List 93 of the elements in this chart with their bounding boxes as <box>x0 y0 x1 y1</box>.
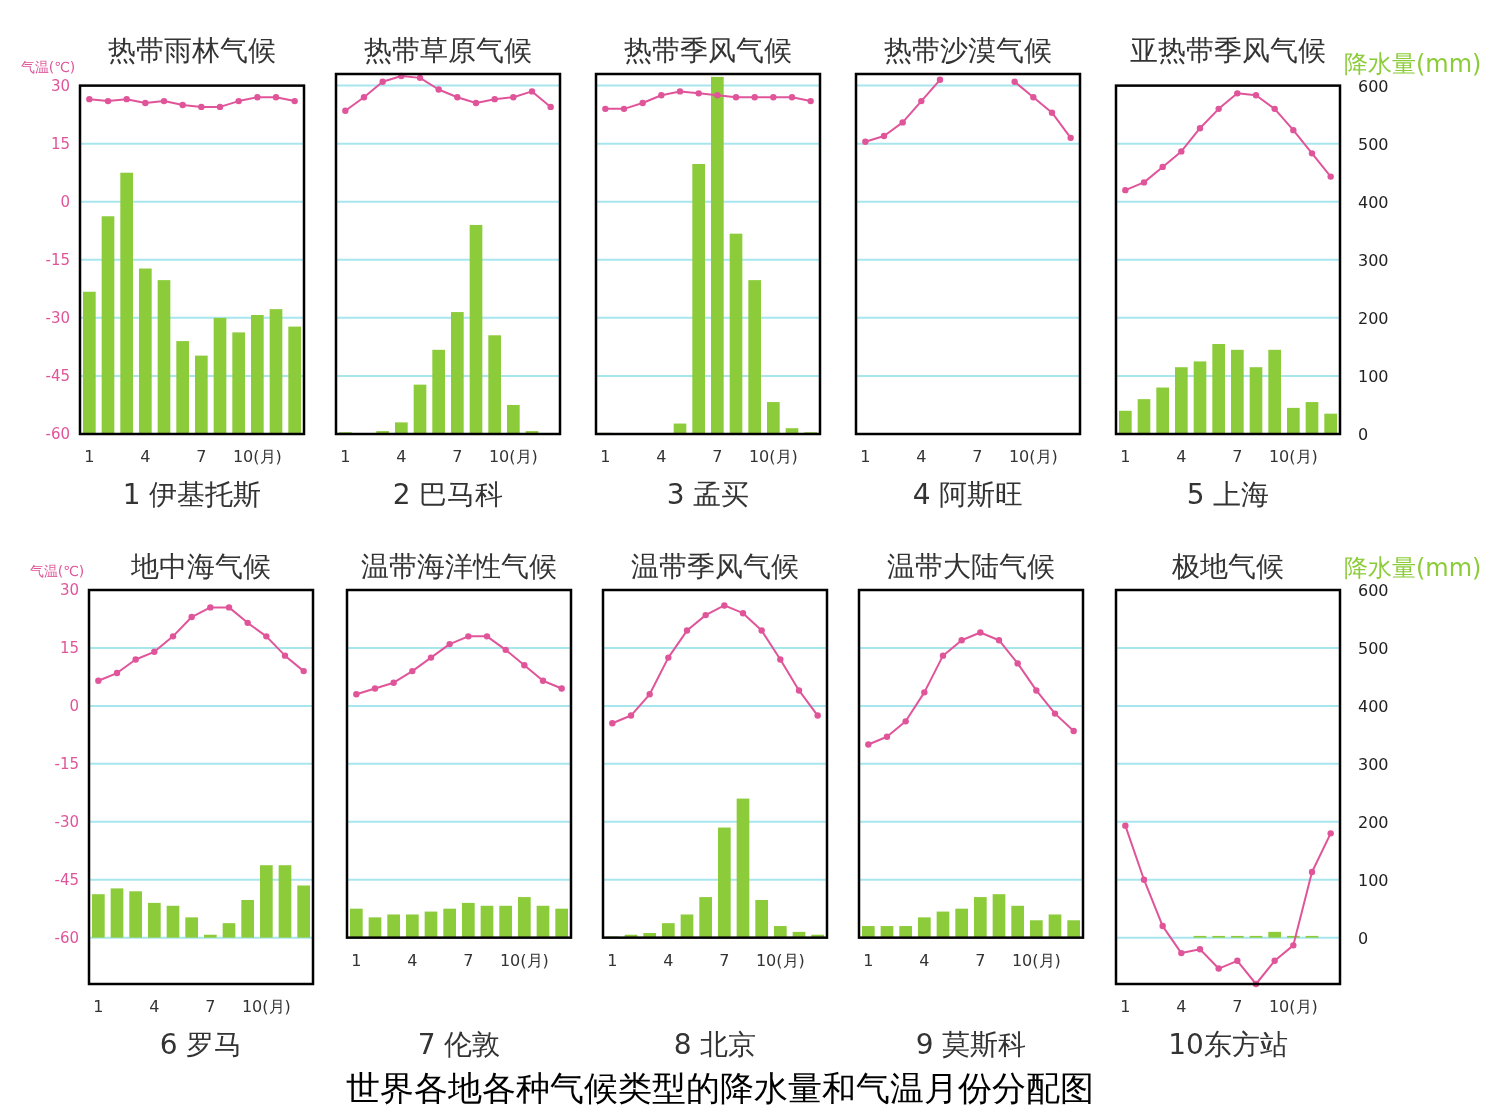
y2-axis-title: 降水量(mm) <box>1344 49 1482 78</box>
x-tick-label: 1 <box>84 447 95 466</box>
chart-title: 温带季风气候 <box>631 550 799 583</box>
x-tick-label: 7 <box>975 950 986 970</box>
y2-tick-label: 100 <box>1358 366 1389 386</box>
chart-title: 热带草原气候 <box>364 34 532 67</box>
x-tick-label: 7 <box>463 950 474 970</box>
y2-tick-label: 200 <box>1358 812 1389 832</box>
y2-tick-label: 500 <box>1358 134 1389 154</box>
x-tick-label: 7 <box>1232 997 1243 1016</box>
x-tick-label: 10(月) <box>488 447 538 466</box>
x-tick-label: 10(月) <box>1008 447 1058 466</box>
x-tick-label: 4 <box>916 447 927 466</box>
y-tick-label: -45 <box>45 366 70 385</box>
chart-title: 温带大陆气候 <box>887 550 1055 583</box>
y2-axis-title: 降水量(mm) <box>1344 554 1482 582</box>
y2-tick-label: 100 <box>1358 870 1389 890</box>
x-tick-label: 10(月) <box>232 447 282 466</box>
y2-tick-label: 600 <box>1358 581 1389 600</box>
x-axis-title: 4 阿斯旺 <box>912 478 1024 511</box>
x-tick-label: 7 <box>196 447 207 466</box>
y2-tick-label: 200 <box>1358 308 1389 328</box>
x-tick-label: 4 <box>1176 447 1187 466</box>
chart-title: 热带沙漠气候 <box>884 34 1052 67</box>
x-tick-label: 1 <box>1120 447 1131 466</box>
y-tick-label: -15 <box>54 754 79 773</box>
chart-title: 热带雨林气候 <box>108 34 276 67</box>
y-axis-title: 气温(℃) <box>29 563 85 579</box>
x-tick-label: 10(月) <box>748 447 798 466</box>
y-tick-label: 30 <box>50 76 70 95</box>
x-tick-label: 4 <box>396 447 407 466</box>
chart-title: 温带海洋性气候 <box>361 550 557 583</box>
y-tick-label: 30 <box>59 581 79 599</box>
chart-title: 地中海气候 <box>131 550 271 583</box>
x-tick-label: 1 <box>351 950 362 970</box>
x-axis-title: 10东方站 <box>1168 1028 1288 1061</box>
y-tick-label: 0 <box>69 696 79 715</box>
x-tick-label: 4 <box>919 950 930 970</box>
y-tick-label: 0 <box>60 192 70 211</box>
y-tick-label: -45 <box>54 870 79 889</box>
x-tick-label: 4 <box>656 447 667 466</box>
x-tick-label: 1 <box>93 997 104 1016</box>
y2-tick-label: 400 <box>1358 696 1389 716</box>
x-axis-title: 9 莫斯科 <box>915 1028 1027 1061</box>
y-axis-title: 气温(℃) <box>20 58 76 75</box>
x-axis-title: 2 巴马科 <box>392 478 504 511</box>
x-tick-label: 4 <box>663 950 674 970</box>
y-tick-label: 15 <box>59 638 79 657</box>
y2-tick-label: 400 <box>1358 192 1389 212</box>
x-tick-label: 4 <box>149 997 160 1016</box>
x-axis-title: 7 伦敦 <box>417 1028 501 1061</box>
x-tick-label: 1 <box>607 950 618 970</box>
x-tick-label: 1 <box>600 447 611 466</box>
x-tick-label: 4 <box>407 950 418 970</box>
x-axis-title: 5 上海 <box>1186 478 1270 511</box>
y2-tick-label: 0 <box>1358 425 1369 444</box>
x-tick-label: 4 <box>140 447 151 466</box>
y-tick-label: -60 <box>54 928 79 947</box>
x-tick-label: 1 <box>340 447 351 466</box>
y-tick-label: -15 <box>45 250 70 269</box>
x-tick-label: 1 <box>863 950 874 970</box>
x-axis-title: 6 罗马 <box>159 1028 243 1061</box>
x-tick-label: 1 <box>1120 997 1131 1016</box>
y-tick-label: -30 <box>45 308 70 327</box>
y2-tick-label: 500 <box>1358 638 1389 658</box>
y-tick-label: -30 <box>54 812 79 831</box>
x-tick-label: 1 <box>860 447 871 466</box>
x-tick-label: 7 <box>972 447 983 466</box>
y-tick-label: -60 <box>45 425 70 443</box>
x-tick-label: 7 <box>205 997 216 1016</box>
y2-tick-label: 0 <box>1358 928 1369 948</box>
x-tick-label: 10(月) <box>1011 950 1061 970</box>
x-tick-label: 10(月) <box>1268 447 1318 466</box>
x-tick-label: 10(月) <box>1268 997 1318 1016</box>
chart-title: 热带季风气候 <box>624 34 792 67</box>
chart-title: 世界各地各种气候类型的降水量和气温月份分配图 <box>346 1068 1094 1108</box>
y2-tick-label: 600 <box>1358 76 1389 96</box>
y-tick-label: 15 <box>50 134 70 153</box>
x-axis-title: 1 伊基托斯 <box>122 478 262 511</box>
x-axis-title: 3 孟买 <box>666 478 750 511</box>
x-tick-label: 10(月) <box>241 997 291 1016</box>
x-tick-label: 7 <box>1232 447 1243 466</box>
x-axis-title: 8 北京 <box>673 1028 757 1061</box>
chart-title: 极地气候 <box>1172 550 1284 583</box>
x-tick-label: 4 <box>1176 997 1187 1016</box>
y2-tick-label: 300 <box>1358 250 1389 270</box>
x-tick-label: 10(月) <box>499 950 549 970</box>
x-tick-label: 7 <box>452 447 463 466</box>
x-tick-label: 7 <box>719 950 730 970</box>
y2-tick-label: 300 <box>1358 754 1389 774</box>
chart-title: 亚热带季风气候 <box>1130 34 1326 67</box>
x-tick-label: 7 <box>712 447 723 466</box>
x-tick-label: 10(月) <box>755 950 805 970</box>
